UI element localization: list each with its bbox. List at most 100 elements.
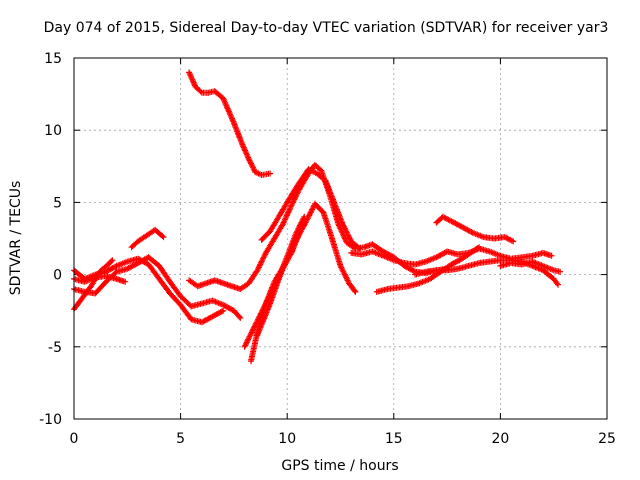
data-point [294,233,297,235]
data-point [196,285,199,287]
data-point [393,259,395,261]
data-point [382,255,384,257]
data-point [222,97,225,100]
data-point [442,216,444,218]
data-point [471,250,474,253]
data-point [239,288,242,290]
series-track-3 [71,257,116,313]
data-point [450,263,453,266]
data-point [552,269,555,272]
x-tick-label: 5 [176,431,185,447]
data-point [499,259,502,261]
x-tick-label: 0 [70,431,79,447]
series-track-7 [186,161,451,292]
data-point [303,216,306,218]
data-point [407,285,410,287]
data-point [190,305,193,308]
data-point [337,223,340,225]
data-point [162,236,165,238]
data-point [418,282,421,285]
data-point [98,270,101,273]
data-point [243,346,246,348]
data-point [124,281,126,283]
x-tick-label: 20 [491,431,509,447]
data-point [169,281,171,283]
data-point [277,216,280,218]
series-track-16 [497,258,564,275]
data-point [371,243,374,246]
data-point [450,220,453,222]
data-point [499,255,502,257]
data-point [386,288,389,290]
data-point [213,279,216,282]
data-point [435,221,438,224]
data-point [307,168,310,170]
data-point [269,230,271,233]
data-point [233,309,235,312]
data-point [297,184,299,186]
data-point [520,256,523,259]
data-point [531,255,534,257]
data-point [333,201,335,204]
data-point [403,262,406,264]
data-point [363,246,365,248]
data-point [83,281,86,283]
series-markers [433,213,517,245]
data-point [94,292,97,295]
data-point [542,265,544,267]
chart-title: Day 074 of 2015, Sidereal Day-to-day VTE… [44,20,609,36]
data-point [520,263,523,266]
series-track-6 [186,69,274,178]
data-point [341,223,344,225]
data-point [375,291,378,293]
data-point [260,239,263,241]
data-point [461,226,463,228]
series-track-5 [128,226,167,251]
data-point [201,91,203,94]
data-point [446,250,448,253]
data-point [105,281,107,283]
data-point [414,273,416,276]
data-point [346,242,348,244]
data-point [273,237,276,240]
data-point [512,240,514,243]
data-point [207,91,210,94]
data-point [307,216,310,218]
data-point [154,229,156,231]
data-point [461,257,463,260]
data-point [179,304,182,306]
data-point [320,169,323,172]
series-track-11 [258,166,363,252]
y-tick-label: -5 [48,340,62,356]
data-point [211,299,214,302]
data-point [282,223,284,225]
data-point [130,246,133,248]
data-point [254,171,257,173]
y-tick-label: 0 [53,268,62,284]
data-point [137,240,139,243]
data-point [126,260,129,263]
data-point [324,179,327,182]
data-point [239,317,242,319]
y-axis-label: SDTVAR / TECUs [8,181,24,296]
data-point [188,279,190,282]
data-point [213,90,216,93]
x-tick-label: 10 [278,431,296,447]
data-point [145,234,148,237]
data-point [414,263,416,266]
data-point [488,250,491,253]
series-track-15 [433,213,517,245]
data-point [147,256,150,259]
data-point [316,172,318,175]
data-point [314,203,316,205]
data-point [358,247,361,250]
data-point [478,262,480,264]
data-point [552,278,555,280]
data-point [424,270,427,273]
axis-ticks: 0 5 10 15 20 25 -10 -5 0 5 10 15 [39,51,616,447]
data-point [269,172,271,175]
data-point [471,231,474,234]
data-point [222,304,225,306]
data-series [71,69,564,365]
data-point [290,204,293,207]
